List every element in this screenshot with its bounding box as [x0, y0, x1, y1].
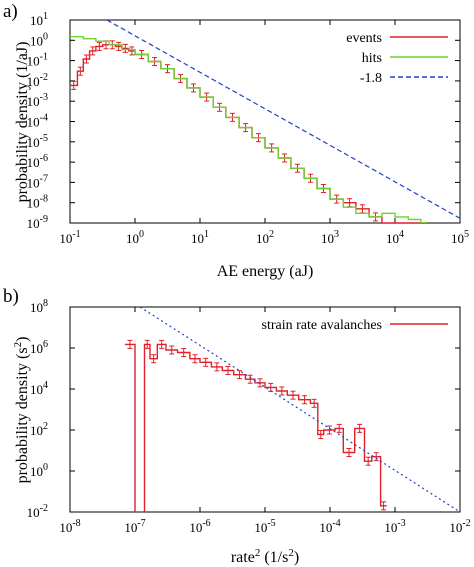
- panel-a-y-axis-label: probability density (1/aJ): [14, 42, 31, 203]
- panel-a-y-tick-label: 100: [30, 31, 48, 48]
- panel-a-x-tick-label: 102: [256, 229, 274, 246]
- panel-a: a) 10-1 100 101 102 103 104 10510110010-110-21…: [3, 1, 469, 280]
- panel-b-y-tick-label: 102: [30, 421, 48, 438]
- panel-a-y-tick-label: 10-2: [27, 72, 48, 89]
- panel-b-y-tick-label: 10-2: [27, 503, 48, 520]
- panel-b-x-tick-label: 10-3: [384, 518, 405, 535]
- panel-b-x-tick-label: 10-4: [319, 518, 340, 535]
- panel-b-y-tick-label: 108: [30, 298, 48, 315]
- panel-a-legend: events hits -1.8: [346, 31, 448, 86]
- panel-b-plot-frame: [69, 306, 461, 513]
- panel-b-x-tick-label: 10-8: [59, 518, 80, 535]
- panel-b-label: b): [3, 286, 19, 307]
- panel-b-y-axis-label: probability density (s2): [12, 337, 31, 484]
- legend-label: events: [346, 31, 382, 46]
- panel-a-x-tick-label: 104: [386, 229, 404, 246]
- panel-b-x-tick-label: 10-5: [254, 518, 275, 535]
- panel-b-ticks: 10-8 10-7 10-6 10-5 10-4 10-3 10-2 108 106 104 102…: [27, 298, 471, 535]
- legend-label: strain rate avalanches: [262, 318, 383, 333]
- panel-b-x-tick-label: 10-6: [189, 518, 210, 535]
- panel-a-x-tick-label: 101: [191, 229, 209, 246]
- panel-b-x-tick-label: 10-2: [449, 518, 470, 535]
- panel-a-x-tick-label: 10-1: [59, 229, 80, 246]
- panel-b-series: [124, 307, 460, 512]
- panel-a-y-tick-label: 10-8: [27, 194, 48, 211]
- panel-b-x-axis-label: rate2 (1/s2): [231, 547, 299, 566]
- panel-a-x-axis-label: AE energy (aJ): [217, 263, 314, 280]
- panel-b-y-tick-label: 104: [30, 380, 48, 397]
- panel-b-y-tick-label: 106: [30, 339, 48, 356]
- panel-a-ticks: 10-1 100 101 102 103 104 105 101 100 10-1 10-2 10-3…: [27, 11, 469, 246]
- panel-a-label: a): [3, 1, 18, 22]
- panel-a-series: [70, 20, 460, 223]
- panel-a-y-tick-label: 10-5: [27, 133, 48, 150]
- panel-b-series-fit-line: [139, 307, 460, 512]
- panel-b-series-strain-rate-avalanches: [124, 343, 387, 512]
- panel-b-x-tick-label: 10-7: [124, 518, 145, 535]
- legend-label: -1.8: [360, 71, 382, 86]
- panel-a-y-tick-label: 10-9: [27, 214, 48, 231]
- panel-a-series--1-8: [106, 20, 460, 219]
- panel-a-x-tick-label: 105: [451, 229, 469, 246]
- panel-b-legend: strain rate avalanches: [262, 318, 448, 333]
- panel-a-y-tick-label: 10-1: [27, 52, 48, 69]
- panel-a-y-tick-label: 101: [30, 11, 48, 28]
- panel-a-x-tick-label: 100: [126, 229, 144, 246]
- panel-b-y-tick-label: 100: [30, 462, 48, 479]
- panel-a-x-tick-label: 103: [321, 229, 339, 246]
- panel-a-y-tick-label: 10-6: [27, 153, 48, 170]
- panel-a-y-tick-label: 10-7: [27, 173, 48, 190]
- panel-a-y-tick-label: 10-4: [27, 113, 48, 130]
- legend-label: hits: [362, 51, 382, 66]
- panel-a-y-tick-label: 10-3: [27, 92, 48, 109]
- panel-a-series-hits: [70, 36, 427, 223]
- panel-b: b) 10-8 10-7 10-6 10-5 10-4 10-3 10-2 108 106 104…: [3, 286, 471, 566]
